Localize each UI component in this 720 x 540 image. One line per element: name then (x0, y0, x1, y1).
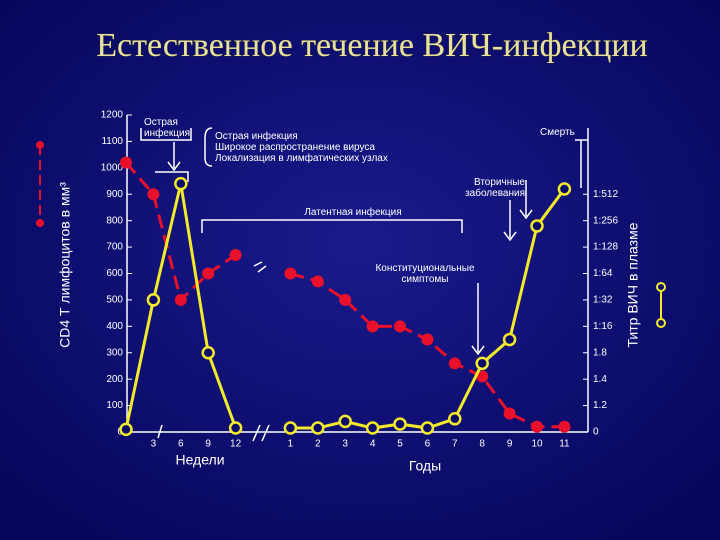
y-tick-label: 400 (106, 321, 123, 332)
data-point (394, 320, 406, 333)
x-tick-label: 7 (452, 439, 458, 450)
annotation: Конституциональные симптомы (375, 263, 474, 285)
data-point (531, 420, 543, 433)
data-point (366, 320, 379, 333)
data-point (475, 356, 489, 371)
data-point (174, 293, 187, 306)
y2-axis-label: Титр ВИЧ в плазме (625, 222, 641, 347)
x-tick-label: 3 (342, 439, 348, 450)
chart-title: Естественное течение ВИЧ-инфекции (96, 27, 648, 64)
legend-right (656, 282, 666, 328)
y-tick-label: 700 (106, 242, 123, 253)
annotation-line: симптомы (402, 274, 449, 285)
y-tick-label: 1100 (101, 136, 123, 147)
y-tick-label: 200 (106, 374, 123, 385)
x-tick-label: 12 (230, 439, 242, 450)
annotation-line: Острая (144, 117, 178, 128)
data-point (365, 421, 380, 435)
data-point (202, 267, 215, 280)
y2-tick-label: 1:32 (593, 295, 613, 306)
x-axis-label: Недели (175, 452, 224, 468)
annotation-line: Острая инфекция (215, 130, 298, 142)
data-point (421, 333, 434, 346)
y-tick-label: 900 (106, 189, 123, 200)
y-tick-label: 800 (106, 215, 123, 226)
y2-tick-label: 1.4 (593, 374, 607, 385)
y2-tick-label: 0 (593, 427, 599, 438)
x-tick-label: 9 (205, 439, 211, 450)
y2-tick-label: 1:128 (593, 242, 618, 253)
data-point (120, 156, 132, 169)
annotation-line: Широкое распространение вируса (215, 142, 375, 153)
y2-tick-label: 1:512 (593, 189, 618, 200)
data-point (311, 275, 324, 288)
y-tick-label: 1200 (101, 110, 124, 121)
data-point (339, 293, 352, 306)
y-tick-label: 500 (106, 295, 123, 306)
x-tick-label: 4 (370, 439, 376, 450)
annotation: Вторичные заболевания (465, 177, 525, 199)
y-tick-label: 100 (106, 400, 123, 411)
data-point (503, 407, 516, 420)
annotation-line: Конституциональные (375, 263, 474, 274)
x-tick-label: 6 (178, 439, 184, 450)
y-tick-label: 1000 (101, 162, 124, 173)
x-tick-label: 2 (315, 439, 321, 450)
annotation-line: заболевания (465, 187, 525, 199)
data-point (448, 357, 461, 370)
y-tick-label: 600 (106, 268, 123, 279)
y-axis-label: CD4 Т лимфоцитов в мм³ (57, 182, 73, 348)
data-point (146, 293, 161, 307)
annotation: Острая инфекция (144, 117, 190, 139)
x-tick-label: 10 (531, 439, 543, 450)
data-point (311, 421, 325, 435)
data-point (229, 249, 242, 262)
annotation-line: Латентная инфекция (304, 206, 401, 218)
annotation-line: Смерть (540, 127, 575, 138)
y-tick-label: 300 (106, 347, 123, 358)
annotation-line: инфекция (144, 127, 190, 139)
legend-left (36, 141, 44, 227)
x-tick-label: 3 (151, 439, 157, 450)
x-tick-label: 6 (425, 439, 431, 450)
data-point (476, 370, 489, 383)
data-point (201, 346, 215, 360)
x-tick-label: 9 (507, 439, 513, 450)
annotation: Смерть (540, 127, 575, 138)
annotation: Острая инфекция Широкое распространение в… (215, 130, 388, 164)
y2-tick-label: 1.8 (593, 347, 607, 358)
x-tick-label: 11 (559, 439, 570, 450)
y2-tick-label: 1.2 (593, 400, 607, 411)
data-point (420, 421, 435, 435)
data-point (530, 219, 544, 233)
data-point (174, 176, 188, 191)
data-point (338, 414, 352, 429)
data-point (228, 421, 243, 435)
data-point (393, 417, 407, 431)
data-point (557, 182, 572, 196)
annotation: Латентная инфекция (304, 206, 401, 218)
data-point (448, 412, 462, 426)
y2-tick-label: 1:16 (593, 321, 613, 332)
x-tick-label: 1 (288, 439, 294, 450)
annotation-line: Локализация в лимфатических узлах (215, 152, 388, 164)
annotation-line: Вторичные (474, 177, 525, 188)
x-tick-label: 5 (397, 439, 403, 450)
y2-tick-label: 1:256 (593, 215, 618, 226)
data-point (119, 422, 133, 437)
data-point (147, 188, 160, 201)
y2-tick-label: 1:64 (593, 268, 613, 279)
x-tick-label: 8 (479, 439, 485, 450)
data-point (283, 421, 298, 435)
data-point (284, 267, 297, 280)
data-point (558, 420, 571, 433)
data-point (502, 332, 517, 347)
x-axis-label: Годы (409, 458, 441, 474)
